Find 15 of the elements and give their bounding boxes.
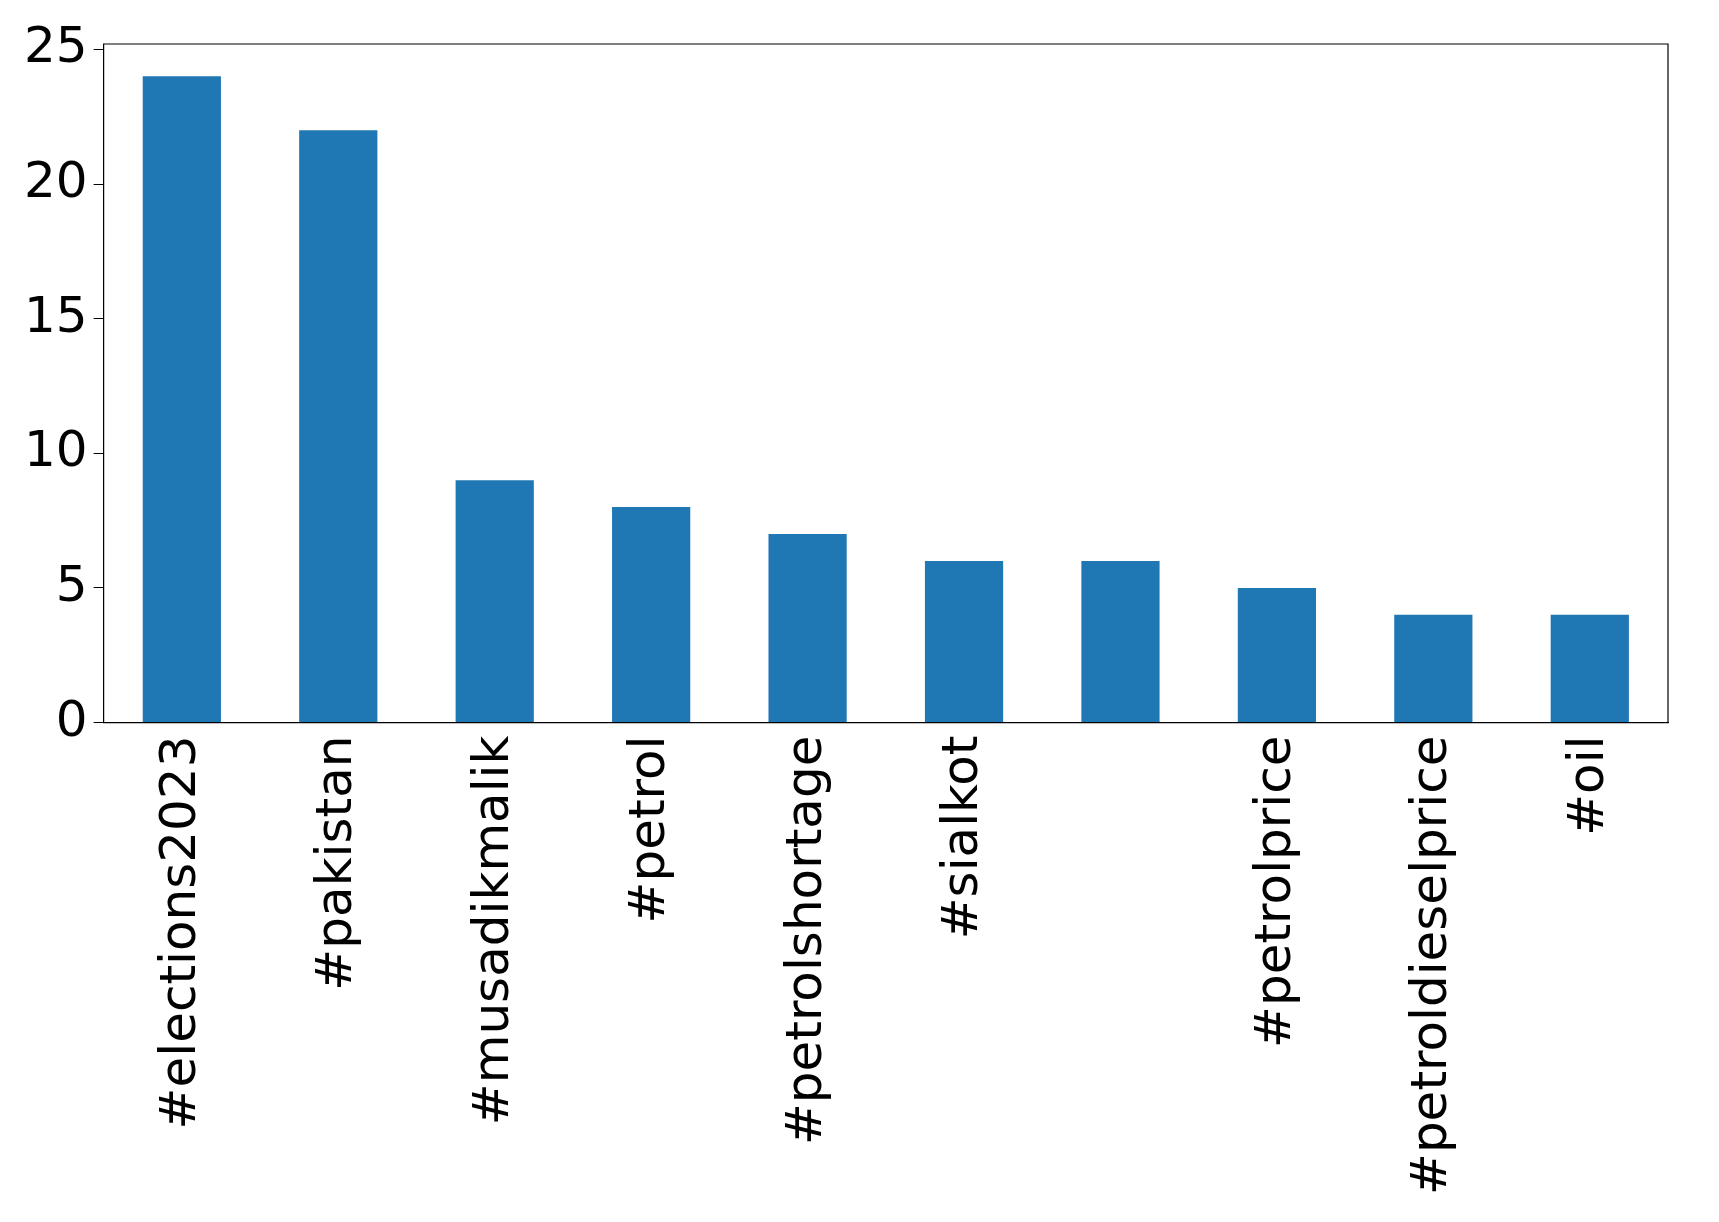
x-tick-label: #petrolshortage <box>774 735 833 1146</box>
x-tick-label: #sialkot <box>931 735 990 940</box>
x-tick-label: #pakistan <box>305 735 364 991</box>
y-tick-label: 10 <box>24 420 88 479</box>
x-tick-label: #musadikmalik <box>461 735 520 1126</box>
x-tick-label: #petroldieselprice <box>1400 735 1459 1196</box>
y-tick-label: 20 <box>24 151 88 209</box>
x-tick-label: #petrolprice <box>1243 735 1302 1048</box>
y-tick-label: 15 <box>24 285 88 344</box>
y-tick-label: 25 <box>24 16 88 75</box>
y-tick-label: 0 <box>55 689 88 748</box>
x-tick-label: #oil <box>1556 735 1615 836</box>
x-tick-label: #petrol <box>618 735 677 924</box>
x-tick-label: #elections2023 <box>148 735 207 1130</box>
y-tick-label: 5 <box>55 554 88 613</box>
